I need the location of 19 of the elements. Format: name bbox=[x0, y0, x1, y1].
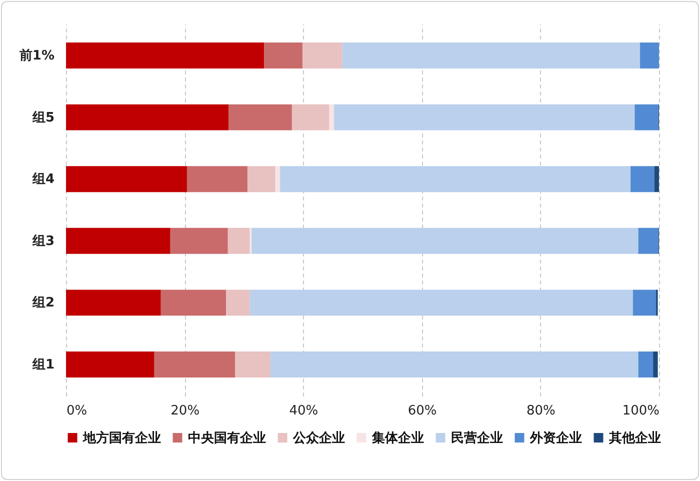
legend-label: 中央国有企业 bbox=[188, 430, 266, 446]
legend-label: 地方国有企业 bbox=[82, 430, 161, 446]
x-tick-label: 0% bbox=[66, 404, 88, 418]
x-tick-label: 60% bbox=[408, 404, 437, 418]
x-tick-label: 80% bbox=[526, 404, 556, 418]
x-tick-label: 20% bbox=[170, 404, 200, 418]
y-tick-label: 组3 bbox=[31, 234, 54, 249]
y-tick-label: 组5 bbox=[31, 110, 54, 126]
y-tick-label: 组1 bbox=[31, 357, 54, 372]
x-tick-label: 40% bbox=[289, 404, 318, 418]
legend-label: 公众企业 bbox=[292, 430, 345, 446]
y-tick-label: 前1% bbox=[18, 48, 54, 64]
legend-label: 集体企业 bbox=[371, 430, 424, 446]
legend-label: 民营企业 bbox=[451, 430, 503, 446]
y-tick-label: 组4 bbox=[31, 172, 54, 188]
legend-label: 外资企业 bbox=[529, 430, 582, 446]
legend-label: 其他企业 bbox=[608, 430, 661, 446]
y-tick-label: 组2 bbox=[31, 296, 54, 311]
x-tick-label: 100% bbox=[622, 404, 660, 418]
